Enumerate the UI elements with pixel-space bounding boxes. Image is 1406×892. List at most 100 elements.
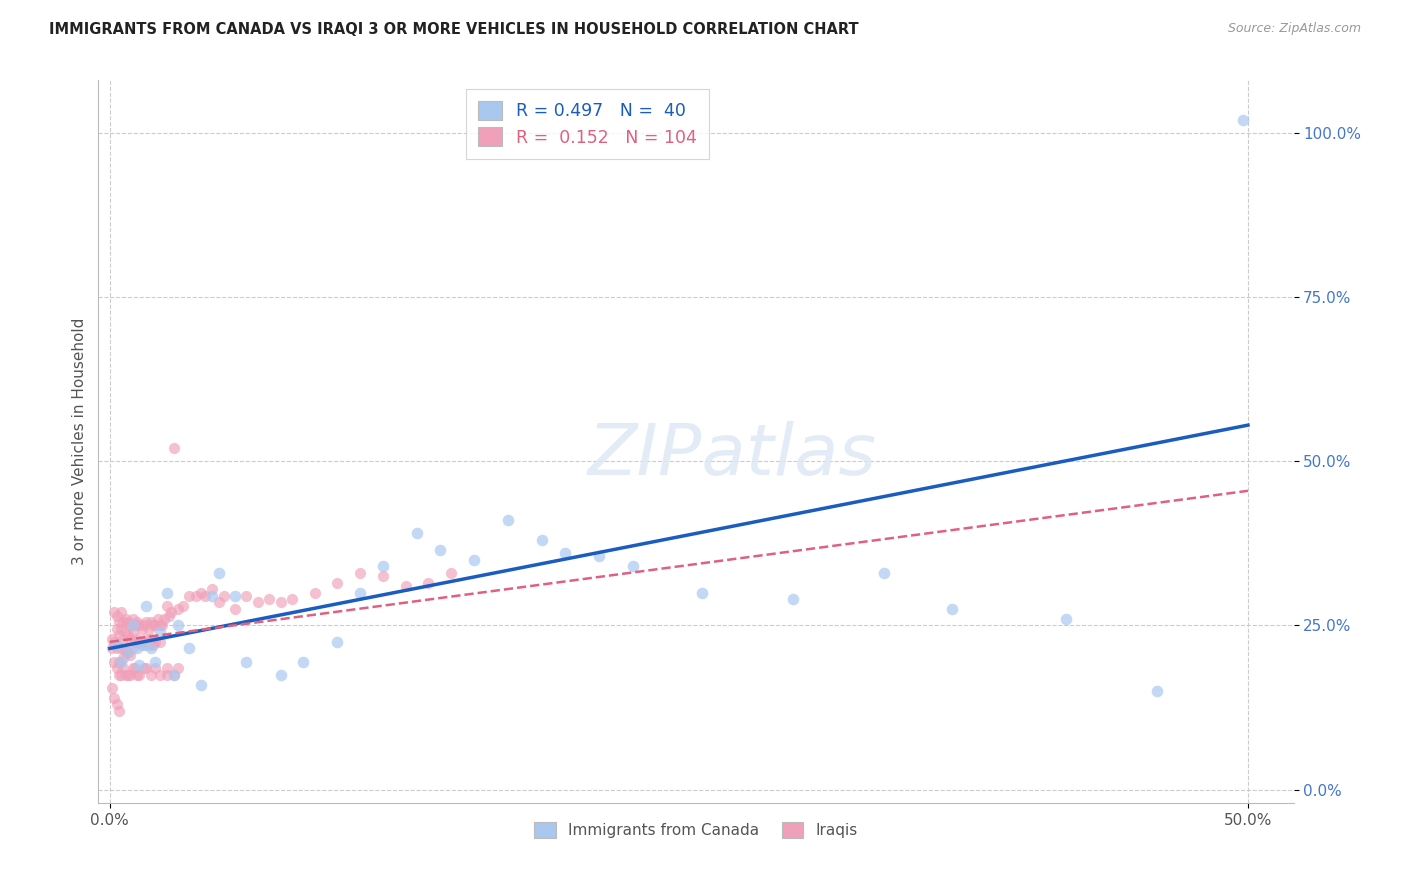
Point <box>156 599 179 613</box>
Point <box>162 667 184 681</box>
Point <box>112 615 135 630</box>
Point <box>395 579 418 593</box>
Point <box>117 615 139 630</box>
Point <box>208 566 231 580</box>
Point <box>149 625 172 640</box>
Point <box>108 704 131 718</box>
Point <box>179 641 201 656</box>
Point <box>149 618 172 632</box>
Point <box>326 635 349 649</box>
Point <box>121 625 143 640</box>
Point <box>496 513 519 527</box>
Point <box>131 622 153 636</box>
Point <box>110 605 132 619</box>
Point <box>621 559 644 574</box>
Point <box>157 608 180 623</box>
Point <box>105 698 128 712</box>
Point <box>103 605 125 619</box>
Point <box>371 559 394 574</box>
Point <box>235 589 257 603</box>
Text: Source: ZipAtlas.com: Source: ZipAtlas.com <box>1227 22 1361 36</box>
Point <box>103 635 125 649</box>
Point <box>127 667 149 681</box>
Point <box>246 595 269 609</box>
Point <box>127 641 149 656</box>
Point <box>142 638 165 652</box>
Point <box>873 566 896 580</box>
Point <box>110 622 132 636</box>
Point <box>224 602 246 616</box>
Point <box>131 638 153 652</box>
Point <box>194 589 217 603</box>
Point <box>110 641 132 656</box>
Point <box>127 615 149 630</box>
Point <box>105 608 128 623</box>
Point <box>128 657 150 672</box>
Point <box>162 667 184 681</box>
Point <box>201 589 224 603</box>
Point <box>112 651 135 665</box>
Point <box>143 635 166 649</box>
Point <box>146 612 169 626</box>
Point <box>108 667 131 681</box>
Point <box>112 632 135 646</box>
Point <box>156 585 179 599</box>
Point <box>257 592 280 607</box>
Point <box>554 546 576 560</box>
Point <box>114 625 136 640</box>
Point <box>121 641 143 656</box>
Point <box>782 592 804 607</box>
Point <box>117 628 139 642</box>
Point <box>114 645 136 659</box>
Point <box>105 641 128 656</box>
Point <box>531 533 554 547</box>
Point <box>117 645 139 659</box>
Point <box>124 618 146 632</box>
Point <box>114 667 136 681</box>
Point <box>124 635 146 649</box>
Point <box>132 661 155 675</box>
Point <box>149 635 172 649</box>
Point <box>108 655 131 669</box>
Point <box>429 542 451 557</box>
Point <box>110 667 132 681</box>
Point <box>135 632 157 646</box>
Point <box>120 648 142 662</box>
Point <box>167 602 190 616</box>
Point <box>1232 112 1254 127</box>
Point <box>172 599 194 613</box>
Point <box>101 632 124 646</box>
Point <box>127 632 149 646</box>
Point <box>941 602 963 616</box>
Point <box>138 622 160 636</box>
Point <box>105 661 128 675</box>
Point <box>463 553 485 567</box>
Y-axis label: 3 or more Vehicles in Household: 3 or more Vehicles in Household <box>72 318 87 566</box>
Point <box>1146 684 1168 698</box>
Point <box>121 661 143 675</box>
Point <box>132 635 155 649</box>
Point <box>112 661 135 675</box>
Point <box>304 585 326 599</box>
Point <box>110 655 132 669</box>
Point <box>190 585 212 599</box>
Point <box>418 575 440 590</box>
Point <box>132 638 155 652</box>
Point <box>270 667 292 681</box>
Point <box>138 638 160 652</box>
Point <box>139 632 162 646</box>
Point <box>212 589 235 603</box>
Point <box>120 618 142 632</box>
Point <box>135 599 157 613</box>
Point <box>142 618 165 632</box>
Point <box>103 655 125 669</box>
Point <box>690 585 713 599</box>
Point <box>149 667 172 681</box>
Point <box>105 638 128 652</box>
Point <box>235 655 257 669</box>
Point <box>588 549 610 564</box>
Point <box>162 441 184 455</box>
Point <box>103 690 125 705</box>
Point <box>120 667 142 681</box>
Point <box>292 655 315 669</box>
